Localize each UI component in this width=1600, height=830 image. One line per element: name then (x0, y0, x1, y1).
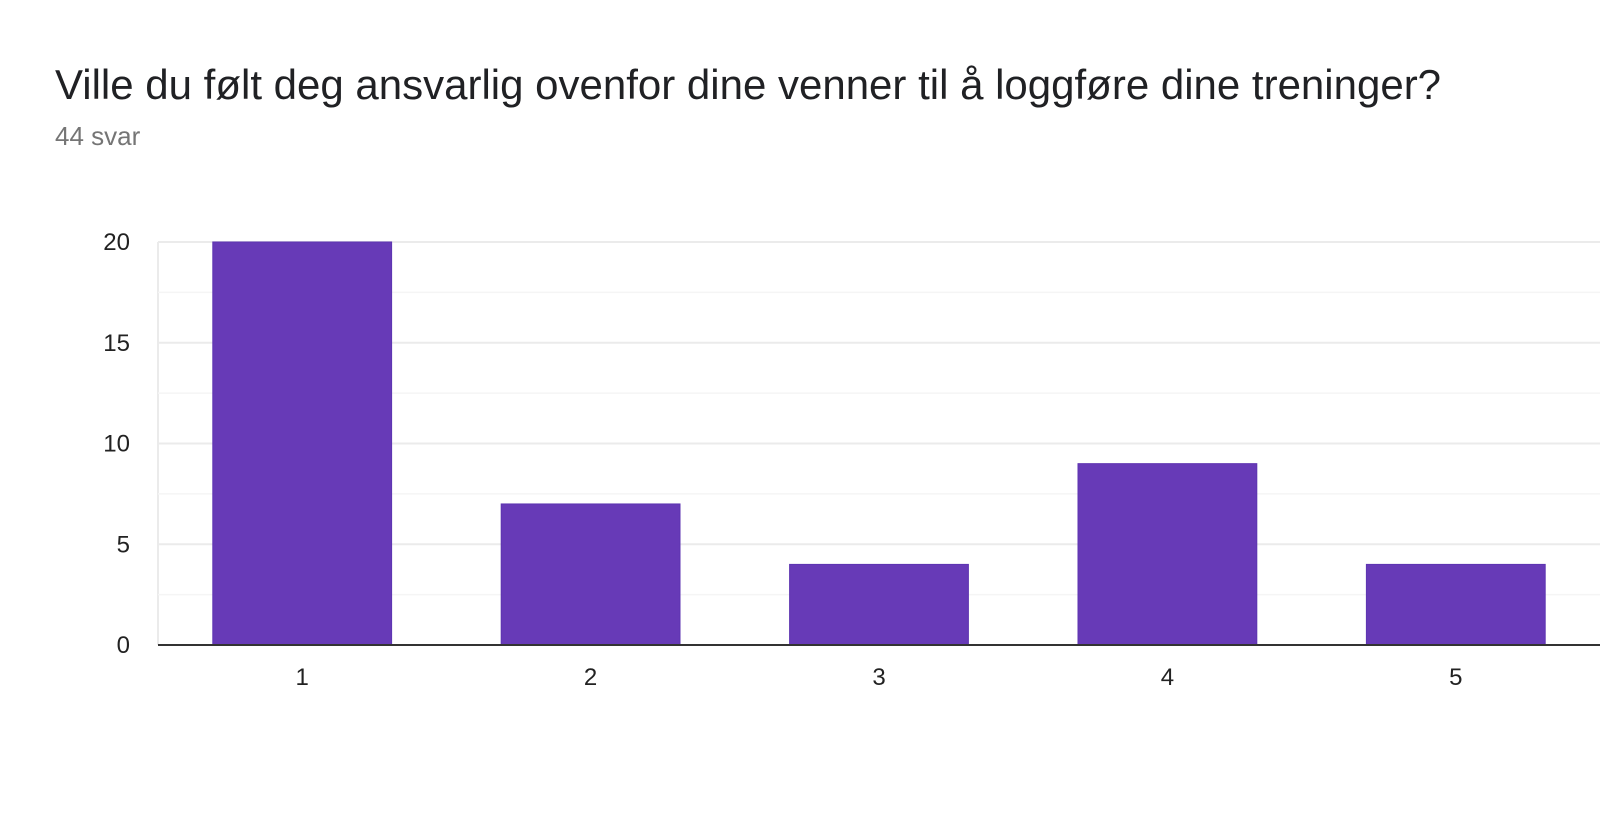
x-tick-label: 1 (296, 664, 309, 691)
bar (1365, 563, 1546, 646)
y-axis-tick-labels: 0 5 10 15 20 (103, 229, 130, 659)
bar (212, 241, 393, 646)
x-axis-tick-labels: 1 2 3 4 5 (296, 664, 1463, 691)
x-tick-label: 3 (872, 664, 885, 691)
grid-lines (157, 241, 1600, 645)
bar (500, 503, 681, 646)
bar (789, 563, 969, 646)
bar (1077, 463, 1258, 646)
response-count: 44 svar (55, 121, 141, 151)
y-tick-label: 10 (103, 431, 130, 458)
y-tick-label: 15 (103, 330, 130, 357)
bars (212, 241, 1546, 646)
x-tick-label: 4 (1161, 664, 1174, 691)
x-tick-label: 5 (1449, 664, 1462, 691)
question-title: Ville du følt deg ansvarlig ovenfor dine… (55, 61, 1442, 108)
y-tick-label: 5 (117, 531, 130, 558)
y-tick-label: 20 (103, 229, 130, 256)
y-tick-label: 0 (117, 632, 130, 659)
x-tick-label: 2 (584, 664, 597, 691)
